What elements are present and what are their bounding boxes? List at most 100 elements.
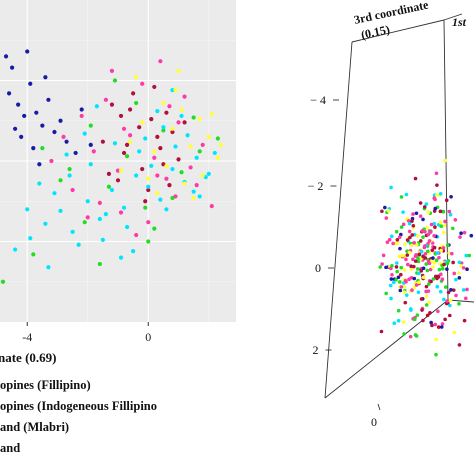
data-point [161,128,166,133]
3d-data-point [402,332,406,336]
data-point [37,162,42,167]
3d-data-point [390,272,394,277]
data-point [182,120,187,125]
data-point [34,110,39,115]
data-point [191,115,196,120]
data-point [176,68,181,73]
3d-x-ticks: 0 [371,403,381,429]
3d-data-point [407,250,412,255]
data-point [155,173,160,178]
data-point [0,279,6,284]
3d-data-point [399,265,404,270]
3d-data-point [409,264,413,269]
data-point [206,171,211,176]
3d-data-point [397,254,402,259]
3d-axis-title-variance: (0.15) [360,22,391,42]
data-point [149,163,154,168]
data-point [73,150,78,156]
3d-data-point [416,256,420,261]
3d-data-point [457,271,461,275]
data-point [209,112,214,117]
left-scatter-panel: -4 0 nate (0.69) [0,0,236,365]
3d-data-point [381,253,386,258]
3d-data-point [425,268,430,273]
3d-data-point [386,209,391,213]
data-point [112,78,118,83]
3d-data-point [426,210,431,214]
data-point [121,205,127,210]
3d-data-point [430,248,435,253]
data-point [121,150,127,156]
3d-data-point [398,288,403,293]
data-point [194,183,199,188]
data-point [103,97,108,102]
data-point [161,100,166,106]
data-point [152,155,157,160]
data-point [197,117,202,122]
3d-data-point [448,298,453,303]
3d-data-point [380,262,384,266]
data-point [124,224,130,230]
3d-data-point [436,275,441,279]
data-point [118,113,124,119]
data-point [215,136,220,141]
3d-data-point [413,232,417,237]
data-point [200,142,205,147]
data-point [109,187,115,193]
3d-data-point [440,277,445,282]
3d-data-point [457,260,462,265]
3d-data-point [438,289,443,294]
data-point [128,139,133,144]
3d-data-point [440,266,445,271]
data-point [155,191,160,196]
data-point [146,239,151,244]
data-point [61,134,66,139]
legend-label: and [0,441,21,455]
3d-data-point [464,253,468,258]
data-point [109,68,115,73]
right-3d-panel: − 4 − 2 0 2 0 3rd coordinate (0.15) 1st [308,0,474,429]
3d-data-point [454,277,458,282]
3d-data-point [418,201,423,205]
3d-data-point [410,233,415,237]
data-point [131,91,136,96]
3d-data-point [407,229,412,234]
3d-data-point [391,241,395,246]
3d-data-point [383,205,387,210]
data-point [67,173,72,178]
data-point [10,65,15,70]
3d-data-point [429,320,433,325]
3d-data-point [419,297,424,301]
3d-data-point [410,288,414,292]
3d-data-point [400,253,405,258]
data-point [88,142,93,147]
legend-item: and (Mlabri) [0,417,300,438]
3d-data-point [415,267,420,271]
3d-data-point [449,288,453,292]
3d-data-point [439,248,443,253]
data-point [179,107,184,112]
3d-data-point [403,242,407,246]
3d-data-point [425,249,430,254]
3d-data-point [396,308,401,313]
3d-data-point [433,274,438,279]
grid [0,0,236,322]
3d-data-point [412,264,416,269]
3d-data-point [416,259,421,264]
3d-data-point [447,209,452,214]
3d-data-point [402,268,407,272]
data-point [218,142,223,147]
data-point [13,247,18,252]
3d-data-point [411,212,415,216]
data-point [85,215,90,220]
3d-data-point [425,225,429,230]
3d-data-point [437,267,442,272]
data-point [179,170,184,175]
3d-data-point [409,308,413,312]
data-point [197,194,202,199]
legend-label: and (Mlabri) [0,420,70,434]
3d-data-point [431,256,435,260]
data-point [118,210,124,215]
3d-data-point [416,290,421,295]
3d-data-point [434,352,438,357]
